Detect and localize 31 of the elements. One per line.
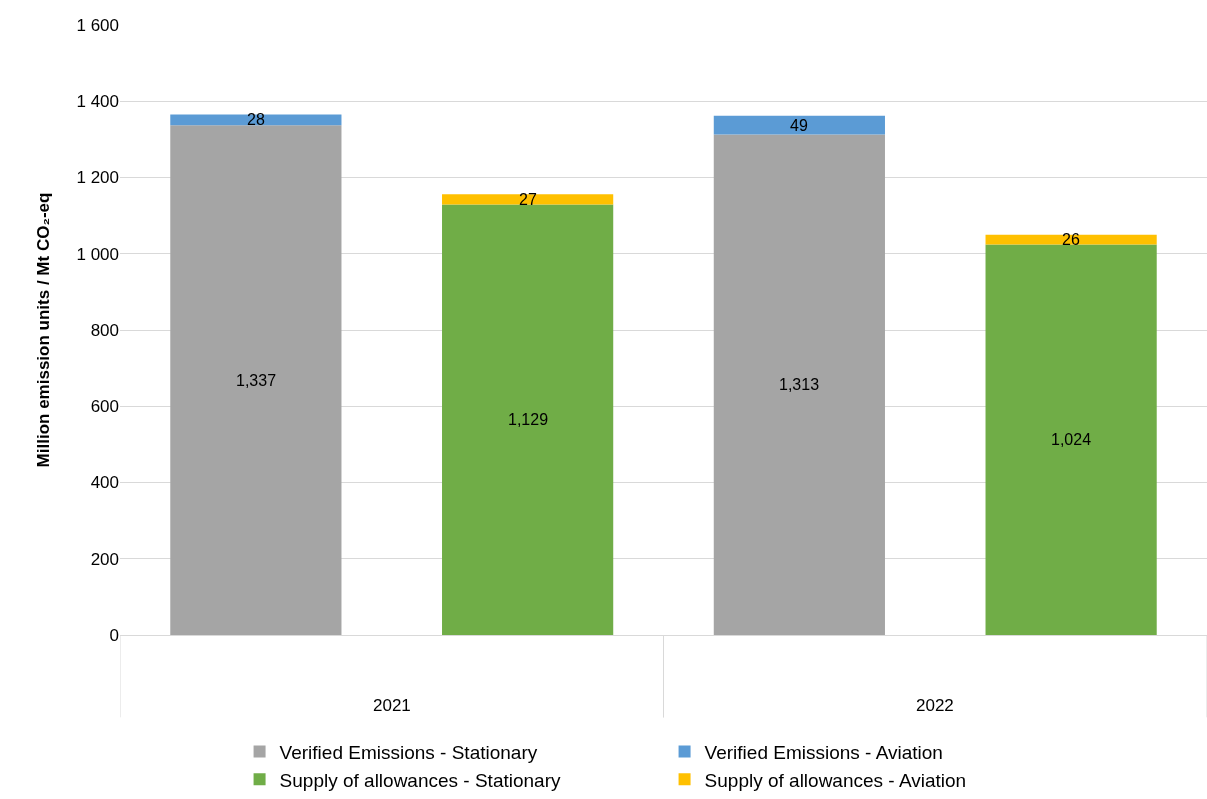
legend-label: Verified Emissions - Stationary: [279, 741, 538, 763]
bar: [442, 194, 614, 205]
data-label: 1,337: [236, 372, 277, 389]
text: 2021: [373, 696, 411, 715]
legend-label: Supply of allowances - Stationary: [279, 769, 561, 791]
data-label: 28: [247, 111, 265, 128]
bar: [170, 125, 342, 635]
data-label: 27: [519, 191, 537, 208]
y-tick-label: 1 400: [76, 92, 119, 112]
y-tick-label: 200: [90, 549, 119, 569]
y-tick-label: 1 200: [76, 168, 119, 188]
y-tick-label: 0: [109, 625, 119, 645]
bar: [713, 115, 885, 135]
data-label: 1,129: [508, 411, 549, 428]
y-tick-label: 400: [90, 473, 119, 493]
data-label: 1,313: [779, 376, 820, 393]
legend-label: Supply of allowances - Aviation: [704, 769, 967, 791]
y-tick-label: 1 600: [76, 15, 119, 35]
y-axis-title: Million emission units / Mt CO₂-eq: [34, 192, 53, 468]
legend-label: Verified Emissions - Aviation: [704, 741, 943, 763]
text: 2022: [916, 696, 954, 715]
data-label: 1,024: [1051, 431, 1092, 448]
bar: [442, 204, 614, 635]
y-tick-label: 800: [90, 320, 119, 340]
bar: [985, 244, 1157, 635]
data-label: 26: [1062, 231, 1080, 248]
bar: [985, 234, 1157, 245]
data-label: 49: [790, 117, 808, 134]
bar: [713, 134, 885, 635]
y-tick-label: 600: [90, 397, 119, 417]
y-tick-label: 1 000: [76, 244, 119, 264]
